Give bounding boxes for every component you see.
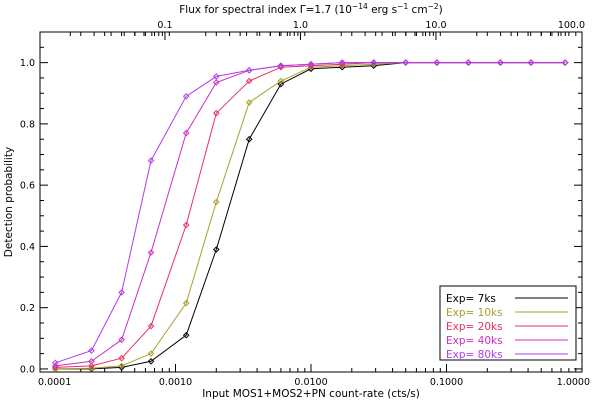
data-point bbox=[212, 109, 220, 117]
top-tick-label: 1.0 bbox=[293, 20, 308, 31]
x-tick-label: 0.0001 bbox=[38, 377, 71, 388]
data-point bbox=[147, 350, 155, 357]
x-axis-ticks: 0.0001 0.0010 0.0100 0.1000 1.0000 bbox=[38, 32, 590, 388]
data-point bbox=[182, 221, 190, 229]
x-tick-label: 0.0010 bbox=[159, 377, 192, 388]
x-tick-label: 0.0100 bbox=[294, 377, 327, 388]
data-point bbox=[212, 73, 220, 80]
series-line-4 bbox=[55, 62, 566, 364]
data-point bbox=[277, 62, 285, 70]
data-point bbox=[147, 249, 155, 256]
top-axis-ticks: 0.1 1.0 10.0 100.0 bbox=[69, 20, 585, 40]
data-point bbox=[88, 357, 95, 365]
data-point bbox=[118, 362, 125, 370]
data-point bbox=[277, 80, 285, 88]
data-point bbox=[88, 362, 95, 370]
y-tick-label: 0.6 bbox=[20, 181, 35, 192]
data-point bbox=[245, 99, 253, 106]
data-point bbox=[88, 347, 95, 354]
legend-label: Exp= 7ks bbox=[446, 293, 496, 305]
y-axis-title: Detection probability bbox=[3, 147, 15, 257]
data-point bbox=[497, 59, 504, 66]
y-tick-label: 0.8 bbox=[20, 119, 35, 130]
legend-label: Exp= 40ks bbox=[446, 335, 503, 347]
top-tick-label: 100.0 bbox=[558, 20, 585, 31]
data-point bbox=[182, 331, 190, 339]
data-point bbox=[212, 198, 220, 206]
data-point bbox=[182, 299, 190, 307]
x-tick-label: 1.0000 bbox=[557, 377, 590, 388]
data-point bbox=[402, 59, 410, 66]
data-point bbox=[527, 59, 535, 66]
data-point bbox=[52, 362, 59, 370]
data-point bbox=[147, 322, 155, 330]
data-point bbox=[118, 336, 125, 344]
data-point bbox=[182, 129, 190, 137]
top-tick-label: 10.0 bbox=[425, 20, 446, 31]
data-point bbox=[245, 135, 253, 143]
y-tick-label: 0.2 bbox=[20, 303, 35, 314]
data-point bbox=[182, 92, 190, 100]
data-point bbox=[338, 59, 346, 66]
data-point bbox=[118, 289, 125, 296]
data-point bbox=[212, 246, 220, 253]
data-point bbox=[52, 359, 59, 367]
data-point bbox=[245, 77, 253, 85]
data-point bbox=[561, 59, 569, 66]
top-axis-title: Flux for spectral index Γ=1.7 (10−14 erg… bbox=[179, 2, 442, 16]
y-tick-label: 0.4 bbox=[20, 242, 35, 253]
data-point bbox=[118, 354, 125, 362]
data-point bbox=[147, 157, 155, 164]
top-tick-label: 0.1 bbox=[157, 20, 172, 31]
data-point bbox=[433, 59, 441, 66]
legend: Exp= 7ks Exp= 10ks Exp= 20ks Exp= 40ks Exp= … bbox=[439, 285, 577, 361]
x-tick-label: 0.1000 bbox=[430, 377, 463, 388]
legend-label: Exp= 80ks bbox=[446, 349, 503, 361]
data-point bbox=[147, 357, 155, 365]
x-axis-title: Input MOS1+MOS2+PN count-rate (cts/s) bbox=[202, 388, 420, 400]
data-point bbox=[307, 60, 315, 68]
y-tick-label: 0.0 bbox=[20, 364, 35, 375]
data-point bbox=[277, 77, 285, 85]
series-layer bbox=[52, 59, 569, 373]
legend-label: Exp= 10ks bbox=[446, 307, 503, 319]
y-tick-label: 1.0 bbox=[20, 58, 35, 69]
legend-label: Exp= 20ks bbox=[446, 321, 503, 333]
data-point bbox=[245, 66, 253, 74]
data-point bbox=[370, 59, 378, 66]
y-axis-ticks: 0.0 0.2 0.4 0.6 0.8 1.0 bbox=[20, 31, 582, 375]
data-point bbox=[465, 59, 472, 66]
data-point bbox=[212, 79, 220, 86]
